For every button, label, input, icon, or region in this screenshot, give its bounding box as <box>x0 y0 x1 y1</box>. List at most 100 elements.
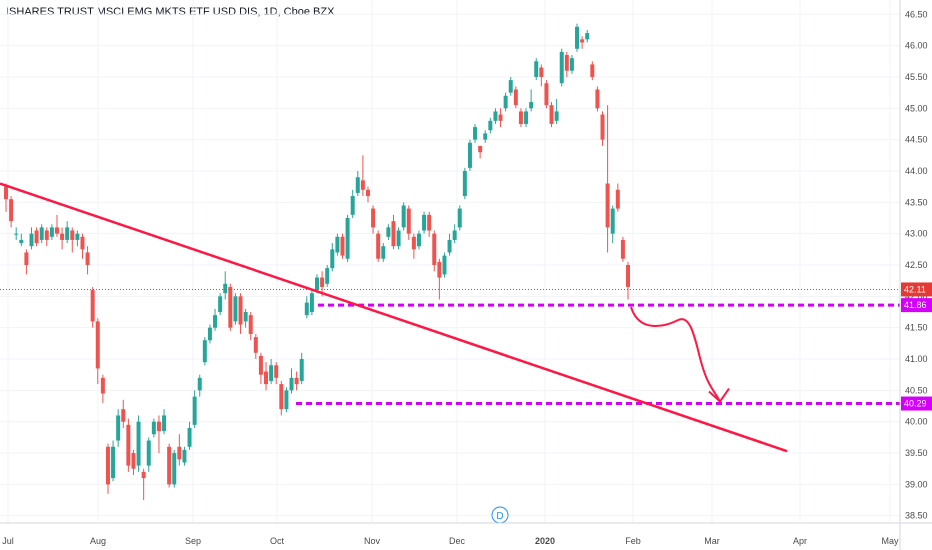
candle-body <box>590 64 595 77</box>
price-tick-label: 40.00 <box>905 417 928 427</box>
chart-title: ISHARES TRUST MSCI EMG MKTS ETF USD DIS,… <box>6 6 335 18</box>
candle-body <box>238 296 243 325</box>
price-tick-label: 45.50 <box>905 72 928 82</box>
price-tick-label: 43.00 <box>905 229 928 239</box>
candle-body <box>60 233 65 240</box>
candle-body <box>299 359 304 381</box>
price-tick-label: 39.00 <box>905 479 928 489</box>
candle-body <box>19 239 24 244</box>
price-tick-label: 42.50 <box>905 260 928 270</box>
trendline <box>0 182 788 453</box>
candle-body <box>620 239 625 259</box>
candle-body <box>284 390 289 410</box>
price-tick-label: 40.50 <box>905 385 928 395</box>
candle-body <box>605 183 610 228</box>
price-badge <box>901 298 932 313</box>
time-tick-label: Aug <box>90 536 106 546</box>
projection-arrowhead <box>708 387 730 404</box>
candle-body <box>100 377 105 394</box>
candle-body <box>187 427 192 447</box>
candle-body <box>49 227 54 237</box>
price-badge-label: 42.11 <box>904 284 926 294</box>
price-tick-label: 44.50 <box>905 135 928 145</box>
candle-body <box>309 293 314 313</box>
candle-body <box>483 133 488 140</box>
candle-body <box>610 208 615 234</box>
candle-body <box>258 355 263 375</box>
price-axis[interactable]: 38.5039.0039.5040.0040.5041.0041.5042.00… <box>899 0 928 550</box>
candle-body <box>177 446 182 460</box>
time-tick-label: Nov <box>364 536 381 546</box>
time-tick-label: Apr <box>793 536 807 546</box>
candle-body <box>4 186 8 200</box>
time-tick-label: Jul <box>2 536 14 546</box>
candle-body <box>396 230 401 247</box>
time-tick-label: Sep <box>185 536 201 546</box>
time-tick-label: Dec <box>449 536 466 546</box>
time-tick-label: Feb <box>625 536 641 546</box>
candle-body <box>575 26 580 49</box>
candle-body <box>452 230 457 240</box>
time-tick-label: 2020 <box>535 536 555 546</box>
candle-body <box>156 421 161 432</box>
candle-body <box>365 189 370 197</box>
candle-body <box>151 421 156 435</box>
candle-body <box>75 233 80 240</box>
candle-body <box>162 415 167 432</box>
candle-body <box>416 233 421 247</box>
candle-body <box>116 415 121 441</box>
candle-body <box>457 208 462 228</box>
candle-body <box>111 446 116 479</box>
candle-body <box>167 446 172 485</box>
candle-body <box>325 268 330 284</box>
price-badge-label: 41.86 <box>904 300 927 310</box>
candle-body <box>207 327 212 341</box>
candle-body <box>9 199 14 222</box>
candle-body <box>437 261 442 278</box>
time-tick-label: May <box>881 536 899 546</box>
candle-body <box>488 120 493 131</box>
candle-body <box>539 67 544 77</box>
candle-body <box>315 277 319 291</box>
price-tick-label: 41.50 <box>905 323 928 333</box>
candle-body <box>289 377 294 391</box>
candle-body <box>376 233 381 259</box>
price-badge <box>901 396 932 411</box>
candle-body <box>228 286 233 328</box>
candle-body <box>192 396 197 425</box>
candle-body <box>360 180 365 190</box>
time-axis[interactable]: Jul Aug Sep Oct Nov Dec 2020 Feb Mar Apr May <box>0 522 932 546</box>
candle-body <box>39 227 44 240</box>
candle-body <box>253 337 258 353</box>
candle-body <box>121 409 126 422</box>
candle-body <box>202 340 207 363</box>
price-badge <box>901 282 932 297</box>
candle-body <box>126 424 131 466</box>
candle-body <box>564 55 569 71</box>
candle-body <box>320 277 325 287</box>
price-tick-label: 45.00 <box>905 103 928 113</box>
candle-body <box>529 102 534 109</box>
candle-body <box>182 449 187 463</box>
candle-body <box>498 114 503 121</box>
candle-body <box>172 453 177 485</box>
candle-body <box>559 51 564 84</box>
candle-body <box>554 111 559 121</box>
candle-body <box>223 283 228 294</box>
candle-body <box>131 453 136 469</box>
candle-body <box>350 196 355 215</box>
candle-body <box>248 315 253 334</box>
candle-body <box>427 214 432 231</box>
candle-body <box>386 227 391 237</box>
candle-body <box>580 39 585 43</box>
candle-body <box>330 249 335 269</box>
candle-body <box>422 214 427 231</box>
candle-body <box>90 290 95 322</box>
candle-body <box>197 377 202 391</box>
candle-body <box>14 233 19 235</box>
candle-body <box>264 371 269 385</box>
candle-body <box>294 377 299 385</box>
price-tick-label: 38.50 <box>905 511 928 521</box>
